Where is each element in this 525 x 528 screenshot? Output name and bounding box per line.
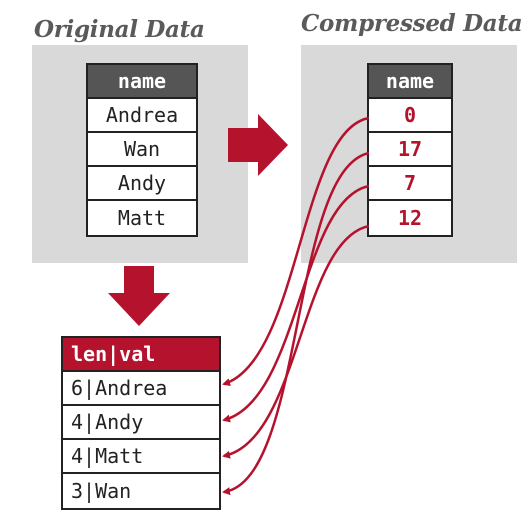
dictionary-row: 3|Wan bbox=[71, 479, 132, 503]
arrow-right-icon bbox=[228, 114, 288, 176]
connector-curve bbox=[222, 151, 370, 496]
connector-curve bbox=[222, 224, 370, 459]
compressed-code: 12 bbox=[397, 206, 423, 230]
original-row: Matt bbox=[117, 206, 167, 230]
dictionary-table: len|val 6|Andrea 4|Andy 4|Matt 3|Wan bbox=[61, 336, 221, 510]
compressed-data-title: Compressed Data bbox=[301, 10, 523, 37]
dictionary-row: 4|Matt bbox=[63, 440, 219, 474]
compressed-code: 0 bbox=[369, 99, 451, 133]
compressed-table: name 0 17 7 12 bbox=[367, 63, 453, 237]
connector-curve bbox=[222, 116, 370, 386]
arrow-down-icon bbox=[108, 266, 170, 326]
original-row: Wan bbox=[88, 133, 196, 167]
compressed-table-header: name bbox=[369, 65, 451, 99]
original-data-title: Original Data bbox=[34, 16, 205, 43]
compressed-code: 17 bbox=[369, 133, 451, 167]
connector-curve bbox=[222, 184, 370, 423]
original-row: Andrea bbox=[88, 99, 196, 133]
original-table-header: name bbox=[88, 65, 196, 99]
compressed-code: 7 bbox=[369, 167, 451, 201]
original-table: name Andrea Wan Andy Matt bbox=[86, 63, 198, 237]
dictionary-table-header: len|val bbox=[63, 338, 219, 372]
original-row: Andy bbox=[88, 167, 196, 201]
dictionary-row: 6|Andrea bbox=[63, 372, 219, 406]
dictionary-row: 4|Andy bbox=[63, 406, 219, 440]
